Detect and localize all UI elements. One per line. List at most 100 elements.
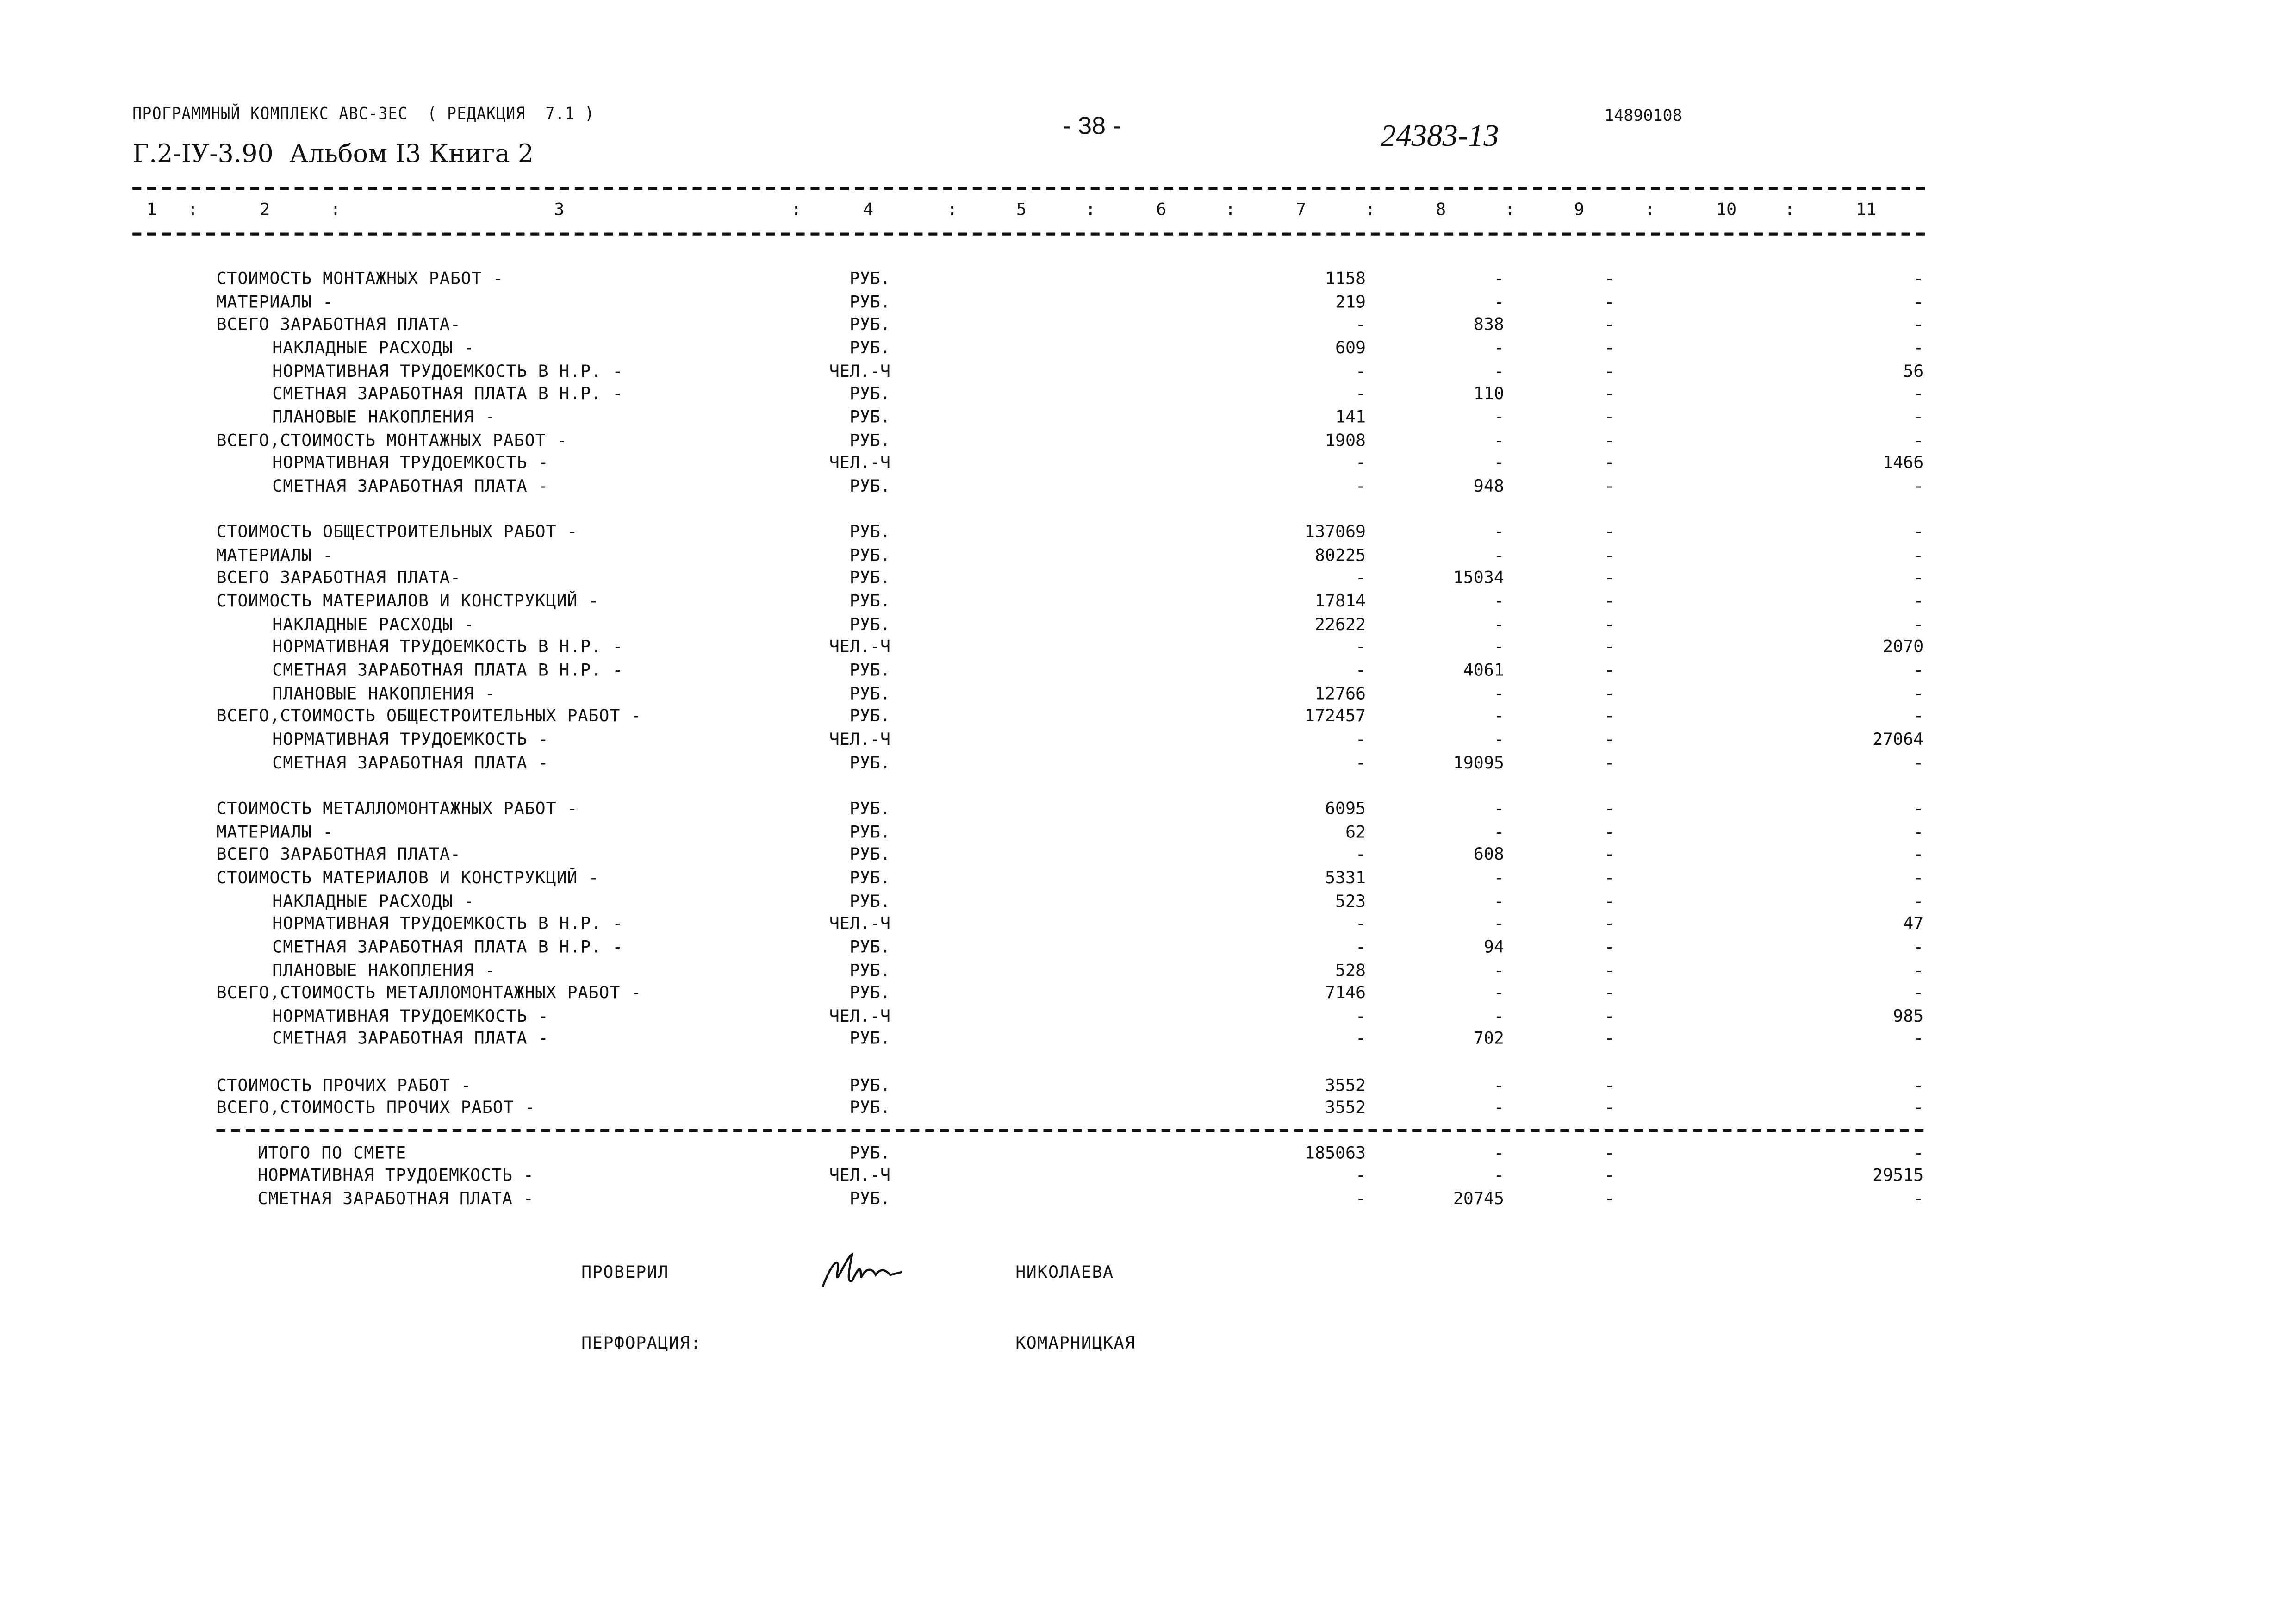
row-unit: РУБ.	[849, 843, 890, 865]
value-col-11: -	[1913, 1074, 1924, 1095]
value-col-7: 22622	[1314, 613, 1366, 634]
row-unit: РУБ.	[849, 982, 890, 1003]
value-col-9: -	[1604, 1097, 1615, 1118]
value-col-8: 838	[1473, 314, 1504, 335]
value-col-7: -	[1355, 936, 1366, 957]
value-col-8: -	[1493, 429, 1504, 450]
value-col-9: -	[1604, 475, 1615, 496]
value-col-11: -	[1913, 1188, 1924, 1209]
row-unit: РУБ.	[849, 268, 890, 289]
value-col-9: -	[1604, 360, 1615, 381]
row-unit: РУБ.	[849, 1097, 890, 1118]
value-col-8: -	[1493, 406, 1504, 427]
column-number: 6	[1156, 199, 1167, 219]
value-col-9: -	[1604, 567, 1615, 588]
value-col-11: -	[1913, 590, 1924, 611]
value-col-9: -	[1604, 706, 1615, 726]
value-col-8: 948	[1473, 475, 1504, 496]
row-label: ВСЕГО,СТОИМОСТЬ ОБЩЕСТРОИТЕЛЬНЫХ РАБОТ -	[216, 706, 642, 726]
row-unit: РУБ.	[849, 590, 890, 611]
value-col-8: -	[1493, 291, 1504, 312]
row-unit: РУБ.	[849, 1028, 890, 1049]
value-col-9: -	[1604, 913, 1615, 934]
value-col-9: -	[1604, 637, 1615, 657]
value-col-9: -	[1604, 682, 1615, 704]
column-number: 9	[1574, 199, 1585, 219]
value-col-11: -	[1913, 268, 1924, 289]
value-col-8: -	[1493, 798, 1504, 818]
value-col-11: 985	[1893, 1005, 1924, 1026]
row-label: НАКЛАДНЫЕ РАСХОДЫ -	[272, 337, 474, 358]
value-col-9: -	[1604, 1165, 1615, 1186]
value-col-8: -	[1493, 982, 1504, 1003]
row-label: СТОИМОСТЬ МЕТАЛЛОМОНТАЖНЫХ РАБОТ -	[216, 798, 578, 818]
value-col-8: -	[1493, 1005, 1504, 1026]
value-col-8: -	[1493, 521, 1504, 542]
value-col-8: -	[1493, 637, 1504, 657]
value-col-11: 29515	[1873, 1165, 1924, 1186]
column-separator: :	[330, 199, 341, 219]
value-col-7: -	[1355, 314, 1366, 335]
value-col-11: -	[1913, 406, 1924, 427]
value-col-9: -	[1604, 452, 1615, 473]
row-label: СМЕТНАЯ ЗАРАБОТНАЯ ПЛАТА -	[272, 1028, 549, 1049]
row-unit: РУБ.	[849, 751, 890, 773]
value-col-8: -	[1493, 544, 1504, 565]
value-col-8: 4061	[1463, 659, 1504, 681]
row-label: МАТЕРИАЛЫ -	[216, 821, 334, 842]
row-unit: РУБ.	[849, 314, 890, 335]
column-separator: :	[1225, 199, 1236, 219]
row-label: СМЕТНАЯ ЗАРАБОТНАЯ ПЛАТА В Н.Р. -	[272, 659, 623, 681]
header-top-divider	[132, 187, 1925, 190]
value-col-11: -	[1913, 1142, 1924, 1163]
value-col-8: 15034	[1453, 567, 1504, 588]
row-unit: РУБ.	[849, 706, 890, 726]
column-number: 5	[1016, 199, 1027, 219]
value-col-11: -	[1913, 567, 1924, 588]
row-label: ПЛАНОВЫЕ НАКОПЛЕНИЯ -	[272, 682, 496, 704]
value-col-8: 19095	[1453, 751, 1504, 773]
column-separator: :	[1505, 199, 1515, 219]
value-col-7: 5331	[1325, 867, 1366, 888]
row-unit: РУБ.	[849, 798, 890, 818]
row-label: ПЛАНОВЫЕ НАКОПЛЕНИЯ -	[272, 959, 496, 980]
value-col-8: -	[1493, 913, 1504, 934]
value-col-9: -	[1604, 544, 1615, 565]
value-col-7: 17814	[1314, 590, 1366, 611]
value-col-8: -	[1493, 729, 1504, 750]
value-col-11: -	[1913, 751, 1924, 773]
row-label: ВСЕГО,СТОИМОСТЬ ПРОЧИХ РАБОТ -	[216, 1097, 535, 1118]
value-col-11: -	[1913, 982, 1924, 1003]
row-unit: ЧЕЛ.-Ч	[829, 637, 890, 657]
value-col-9: -	[1604, 291, 1615, 312]
value-col-11: -	[1913, 521, 1924, 542]
column-number: 8	[1436, 199, 1446, 219]
value-col-9: -	[1604, 314, 1615, 335]
value-col-8: -	[1493, 613, 1504, 634]
value-col-7: 185063	[1304, 1142, 1366, 1163]
perforation-name: КОМАРНИЦКАЯ	[1015, 1332, 1136, 1353]
value-col-7: -	[1355, 1165, 1366, 1186]
value-col-9: -	[1604, 959, 1615, 980]
row-label: НОРМАТИВНАЯ ТРУДОЕМКОСТЬ -	[272, 452, 549, 473]
row-label: НОРМАТИВНАЯ ТРУДОЕМКОСТЬ -	[272, 729, 549, 750]
row-label: НОРМАТИВНАЯ ТРУДОЕМКОСТЬ В Н.Р. -	[272, 913, 623, 934]
row-label: СТОИМОСТЬ ОБЩЕСТРОИТЕЛЬНЫХ РАБОТ -	[216, 521, 578, 542]
totals-divider	[216, 1129, 1924, 1132]
value-col-11: 27064	[1873, 729, 1924, 750]
value-col-11: -	[1913, 959, 1924, 980]
value-col-8: -	[1493, 590, 1504, 611]
row-unit: РУБ.	[849, 867, 890, 888]
document-code: 14890108	[1604, 106, 1682, 125]
value-col-9: -	[1604, 936, 1615, 957]
column-separator: :	[187, 199, 198, 219]
value-col-11: -	[1913, 337, 1924, 358]
row-label: ВСЕГО,СТОИМОСТЬ МЕТАЛЛОМОНТАЖНЫХ РАБОТ -	[216, 982, 642, 1003]
row-unit: РУБ.	[849, 544, 890, 565]
value-col-9: -	[1604, 867, 1615, 888]
value-col-8: -	[1493, 1074, 1504, 1095]
row-unit: РУБ.	[849, 521, 890, 542]
row-unit: ЧЕЛ.-Ч	[829, 1005, 890, 1026]
column-number: 11	[1856, 199, 1877, 219]
row-label: СТОИМОСТЬ ПРОЧИХ РАБОТ -	[216, 1074, 472, 1095]
